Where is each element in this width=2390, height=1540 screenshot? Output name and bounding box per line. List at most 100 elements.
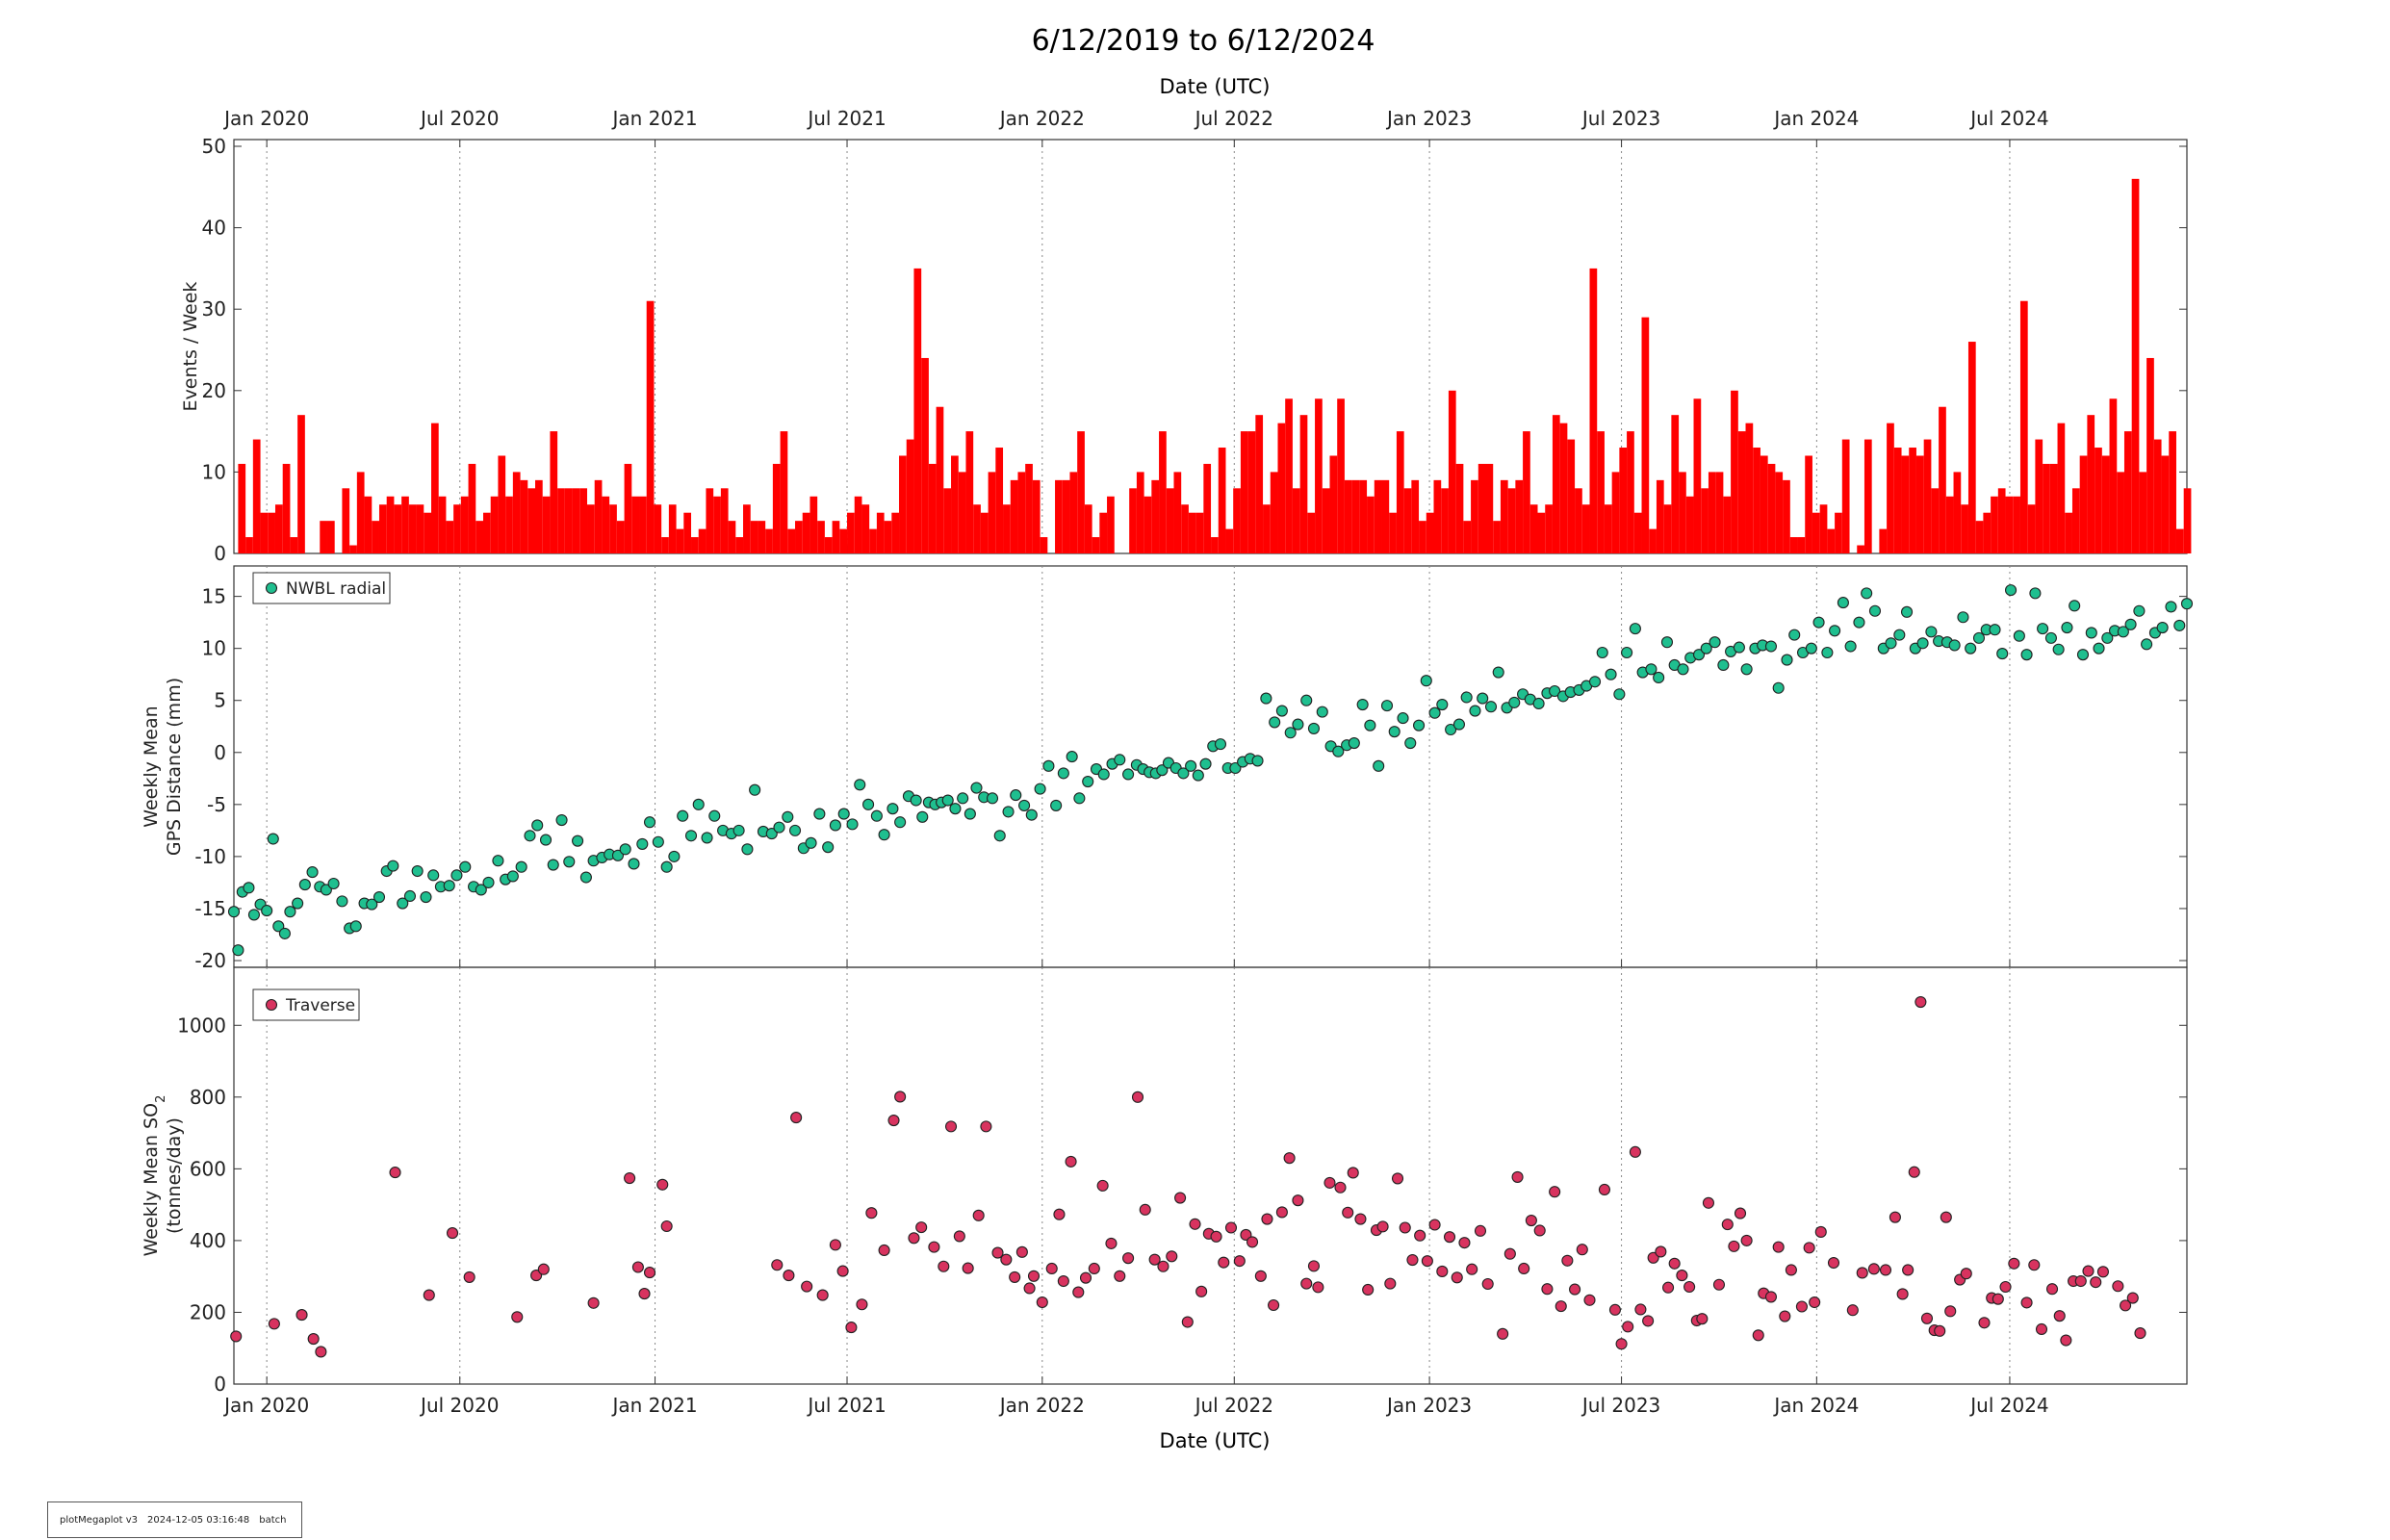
x-tick-label-top: Jul 2022 — [1194, 107, 1273, 130]
gps-point — [1965, 642, 1977, 654]
x-tick-label-top: Jan 2021 — [610, 107, 697, 130]
x-tick-label-bottom: Jul 2022 — [1194, 1394, 1273, 1417]
event-bar — [1032, 479, 1041, 553]
event-bar — [282, 463, 291, 553]
event-bar — [616, 521, 625, 553]
so2-point — [1195, 1285, 1208, 1297]
so2-point — [1814, 1225, 1827, 1239]
gps-point — [773, 821, 785, 834]
y-tick-label: 10 — [202, 637, 226, 660]
so2-point — [2090, 1276, 2102, 1289]
so2-point — [1268, 1298, 1280, 1312]
so2-point — [307, 1332, 320, 1346]
event-bar — [1419, 521, 1426, 553]
event-bar — [765, 528, 773, 553]
so2-point — [1795, 1300, 1808, 1313]
gps-point — [1082, 776, 1094, 788]
gps-point — [1066, 751, 1078, 763]
so2-point — [2060, 1334, 2072, 1347]
so2-point — [1889, 1211, 1901, 1223]
gps-point — [910, 794, 922, 807]
so2-point — [953, 1230, 965, 1243]
gps-point — [1097, 768, 1110, 781]
so2-point — [1000, 1253, 1013, 1266]
gps-point — [284, 906, 296, 918]
gps-point — [1122, 768, 1135, 781]
gps-point — [1957, 611, 1969, 624]
gps-point — [2093, 642, 2105, 654]
gps-point — [2037, 623, 2049, 635]
so2-point — [1354, 1213, 1367, 1225]
event-bar — [1292, 488, 1300, 553]
gps-point — [320, 884, 332, 896]
gps-point — [1605, 668, 1617, 680]
event-bar — [1693, 398, 1702, 553]
event-bar — [1285, 398, 1293, 553]
event-bar — [2101, 455, 2110, 553]
gps-point — [420, 891, 432, 904]
event-bar — [1567, 439, 1576, 553]
gps-point — [1621, 646, 1633, 659]
so2-point — [315, 1346, 327, 1358]
gps-point — [261, 905, 273, 917]
event-bar — [1136, 472, 1144, 553]
event-bar — [2035, 439, 2043, 553]
gps-point — [547, 859, 559, 871]
gps-point — [862, 798, 875, 810]
event-bar — [2057, 423, 2066, 553]
so2-point — [2126, 1292, 2139, 1304]
event-bar — [1471, 479, 1478, 553]
so2-point — [2045, 1283, 2059, 1296]
so2-point — [915, 1221, 928, 1234]
so2-point — [656, 1178, 669, 1191]
gps-point — [272, 920, 285, 933]
event-bar — [654, 504, 662, 553]
gps-point — [822, 841, 835, 854]
gps-point — [1764, 640, 1778, 653]
event-bar — [527, 488, 536, 553]
so2-point — [1057, 1274, 1069, 1288]
event-bar — [713, 496, 721, 553]
so2-point — [1166, 1250, 1178, 1263]
event-bar — [668, 504, 677, 553]
event-bar — [430, 423, 439, 553]
event-bar — [802, 512, 810, 553]
so2-point — [1224, 1221, 1238, 1234]
gps-point — [677, 809, 689, 822]
event-bar — [268, 512, 275, 553]
so2-point — [1079, 1271, 1092, 1284]
gps-point — [1629, 623, 1641, 635]
so2-point — [1920, 1312, 1934, 1324]
event-bar — [1627, 431, 1634, 553]
gps-point — [668, 850, 681, 862]
event-bar — [2153, 439, 2162, 553]
event-bar — [542, 496, 551, 553]
event-bar — [1381, 479, 1390, 553]
so2-point — [771, 1259, 784, 1271]
gps-point — [1404, 737, 1417, 750]
event-bar — [2013, 496, 2020, 553]
gps-point — [1733, 641, 1745, 654]
event-bar — [602, 496, 610, 553]
event-bar — [2169, 431, 2176, 553]
so2-point — [1561, 1254, 1574, 1267]
gps-point — [492, 855, 504, 867]
so2-point — [296, 1309, 308, 1322]
event-bar — [512, 472, 521, 553]
so2-point — [856, 1298, 868, 1311]
so2-point — [1525, 1214, 1537, 1227]
event-bar — [839, 528, 848, 553]
gps-point — [1445, 723, 1457, 736]
gps-point — [1192, 769, 1204, 782]
event-bar — [1812, 512, 1820, 553]
event-bar — [906, 439, 914, 553]
event-bar — [1396, 431, 1404, 553]
y-tick-label: 30 — [202, 297, 226, 321]
event-bar — [1523, 431, 1530, 553]
event-bar — [482, 512, 491, 553]
event-bar — [646, 300, 655, 553]
so2-point — [1696, 1313, 1709, 1325]
gps-point — [1948, 639, 1961, 652]
gps-point — [2141, 638, 2153, 651]
gps-point — [1177, 767, 1190, 780]
